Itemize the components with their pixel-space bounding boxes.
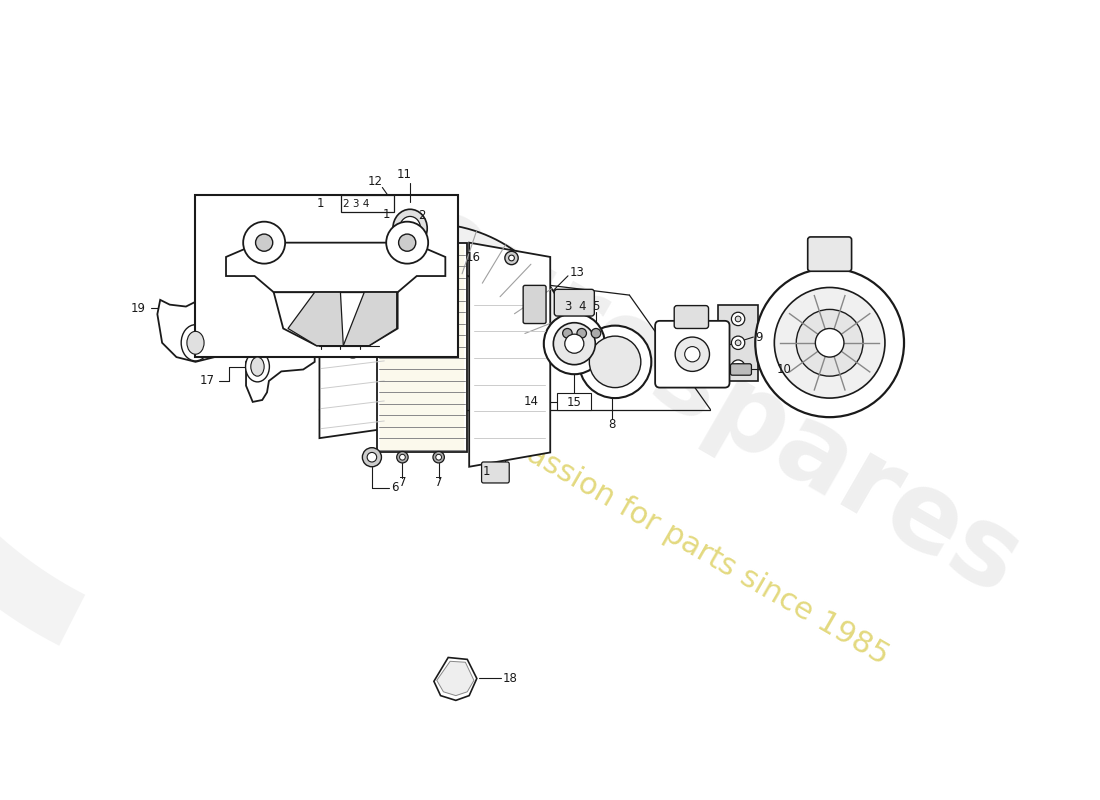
Circle shape	[397, 451, 408, 463]
FancyBboxPatch shape	[656, 321, 729, 388]
FancyBboxPatch shape	[482, 462, 509, 483]
Text: 18: 18	[503, 672, 517, 685]
Circle shape	[735, 364, 741, 370]
Text: 19: 19	[131, 302, 146, 315]
Circle shape	[345, 342, 361, 358]
Bar	[376, 242, 468, 453]
Polygon shape	[157, 290, 253, 362]
Text: eurospares: eurospares	[392, 182, 1038, 618]
Circle shape	[732, 336, 745, 350]
Polygon shape	[274, 292, 398, 346]
Bar	[379, 246, 464, 450]
Circle shape	[576, 329, 586, 338]
Text: 2: 2	[418, 210, 426, 222]
Polygon shape	[319, 252, 386, 438]
Text: 1: 1	[317, 197, 324, 210]
Text: 9: 9	[756, 330, 762, 343]
Text: 7: 7	[398, 477, 406, 490]
Text: a passion for parts since 1985: a passion for parts since 1985	[480, 415, 893, 671]
Ellipse shape	[187, 331, 205, 354]
Polygon shape	[343, 292, 397, 346]
Circle shape	[386, 222, 428, 264]
Circle shape	[362, 448, 382, 466]
Circle shape	[243, 222, 285, 264]
Polygon shape	[433, 658, 476, 700]
Circle shape	[562, 329, 572, 338]
Text: 16: 16	[466, 251, 481, 265]
Text: 17: 17	[199, 374, 214, 387]
Circle shape	[774, 287, 886, 398]
Circle shape	[732, 360, 745, 374]
Bar	[196, 195, 458, 357]
Circle shape	[732, 312, 745, 326]
Ellipse shape	[182, 325, 210, 361]
Circle shape	[399, 454, 405, 460]
Text: 2 3 4: 2 3 4	[343, 198, 370, 209]
Circle shape	[433, 451, 444, 463]
Circle shape	[553, 322, 595, 365]
Circle shape	[543, 313, 605, 374]
Text: 10: 10	[777, 363, 791, 376]
Polygon shape	[437, 662, 474, 696]
Polygon shape	[226, 242, 446, 292]
Circle shape	[564, 334, 584, 354]
Polygon shape	[0, 0, 205, 646]
FancyBboxPatch shape	[718, 305, 758, 381]
Text: 3: 3	[563, 300, 571, 313]
Text: 4: 4	[578, 300, 585, 313]
Circle shape	[756, 269, 904, 417]
Ellipse shape	[245, 351, 270, 382]
Text: 1: 1	[483, 465, 491, 478]
Text: 13: 13	[570, 266, 585, 279]
FancyBboxPatch shape	[807, 237, 851, 271]
Circle shape	[675, 337, 710, 371]
Ellipse shape	[393, 210, 427, 247]
Bar	[341, 195, 394, 212]
Circle shape	[590, 336, 641, 388]
FancyBboxPatch shape	[674, 306, 708, 329]
Text: 14: 14	[524, 395, 539, 408]
Circle shape	[591, 329, 601, 338]
Circle shape	[735, 316, 741, 322]
Bar	[558, 394, 592, 410]
Text: 12: 12	[367, 175, 382, 188]
Text: 6: 6	[390, 482, 398, 494]
Circle shape	[815, 329, 844, 357]
Ellipse shape	[251, 357, 264, 376]
Ellipse shape	[385, 202, 435, 255]
Text: 8: 8	[608, 418, 616, 431]
Circle shape	[398, 234, 416, 251]
Polygon shape	[283, 224, 575, 355]
Text: 5: 5	[592, 300, 600, 313]
Circle shape	[436, 454, 441, 460]
Circle shape	[735, 340, 741, 346]
Circle shape	[508, 255, 515, 261]
Text: 11: 11	[397, 169, 411, 182]
Ellipse shape	[399, 217, 420, 240]
Polygon shape	[470, 242, 550, 466]
FancyBboxPatch shape	[554, 290, 594, 316]
Text: 7: 7	[434, 477, 442, 490]
Circle shape	[684, 346, 700, 362]
FancyBboxPatch shape	[524, 286, 546, 323]
Text: 15: 15	[566, 396, 582, 410]
Circle shape	[796, 310, 864, 376]
Circle shape	[505, 251, 518, 265]
Polygon shape	[246, 335, 315, 402]
Circle shape	[367, 453, 376, 462]
Polygon shape	[288, 292, 343, 346]
Circle shape	[255, 234, 273, 251]
FancyBboxPatch shape	[730, 364, 751, 375]
Text: 1: 1	[383, 207, 390, 221]
Circle shape	[579, 326, 651, 398]
